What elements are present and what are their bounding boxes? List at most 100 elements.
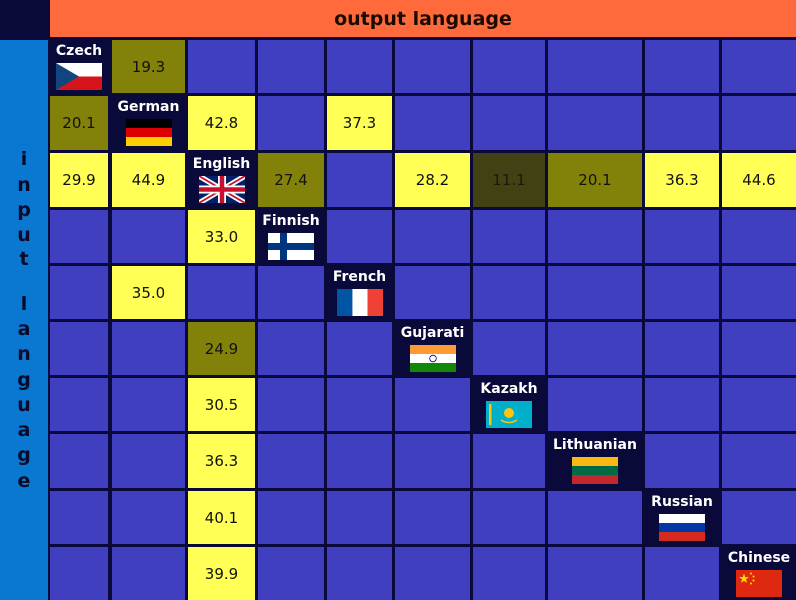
language-name: English: [192, 156, 251, 172]
empty-cell: [645, 40, 719, 93]
empty-cell: [258, 491, 324, 544]
score-cell: 29.9: [50, 153, 108, 207]
empty-cell: [722, 40, 796, 93]
axis-letter: i: [20, 148, 28, 170]
language-label-cell: Kazakh: [473, 378, 545, 431]
language-label-cell: Gujarati: [395, 322, 470, 375]
empty-cell: [722, 266, 796, 319]
empty-cell: [645, 210, 719, 263]
empty-cell: [188, 266, 255, 319]
empty-cell: [548, 96, 642, 150]
empty-cell: [327, 322, 392, 375]
score-label: 35.0: [131, 283, 166, 302]
score-label: 20.1: [578, 171, 612, 189]
axis-letter: t: [19, 248, 29, 270]
score-label: 24.9: [204, 339, 239, 358]
score-label: 29.9: [62, 171, 96, 189]
empty-cell: [548, 40, 642, 93]
empty-cell: [722, 378, 796, 431]
score-cell: 39.9: [188, 547, 255, 600]
empty-cell: [258, 96, 324, 150]
language-name: Finnish: [262, 213, 320, 229]
empty-cell: [258, 434, 324, 488]
empty-cell: [50, 547, 108, 600]
score-label: 27.4: [274, 171, 308, 189]
empty-cell: [473, 491, 545, 544]
output-language-header: output language: [50, 0, 796, 38]
empty-cell: [548, 266, 642, 319]
score-cell: 36.3: [188, 434, 255, 488]
empty-cell: [473, 210, 545, 263]
empty-cell: [327, 40, 392, 93]
axis-letter: l: [20, 293, 28, 315]
score-label: 39.9: [204, 564, 239, 583]
score-label: 37.3: [342, 114, 377, 132]
axis-letter: a: [17, 318, 31, 340]
empty-cell: [327, 210, 392, 263]
language-label-cell: Czech: [50, 40, 108, 93]
language-name: Kazakh: [480, 381, 538, 397]
kazakh-flag-icon: [486, 396, 532, 428]
axis-letter: n: [17, 343, 31, 365]
empty-cell: [258, 322, 324, 375]
score-label: 11.1: [492, 171, 526, 189]
axis-letter: n: [17, 174, 31, 196]
empty-cell: [50, 434, 108, 488]
language-name: French: [332, 269, 387, 285]
empty-cell: [112, 210, 185, 263]
score-label: 44.9: [131, 171, 166, 189]
empty-cell: [645, 266, 719, 319]
score-cell: 20.1: [50, 96, 108, 150]
score-label: 40.1: [204, 508, 239, 527]
corner-cell: [0, 0, 48, 38]
lithuanian-flag-icon: [572, 452, 618, 484]
empty-cell: [473, 266, 545, 319]
empty-cell: [112, 491, 185, 544]
empty-cell: [395, 266, 470, 319]
language-name: Russian: [651, 494, 713, 510]
empty-cell: [395, 547, 470, 600]
empty-cell: [722, 96, 796, 150]
empty-cell: [548, 547, 642, 600]
chinese-flag-icon: [736, 565, 782, 597]
language-label-cell: Russian: [645, 491, 719, 544]
score-cell: 42.8: [188, 96, 255, 150]
score-cell: 19.3: [112, 40, 185, 93]
empty-cell: [473, 40, 545, 93]
empty-cell: [548, 378, 642, 431]
empty-cell: [112, 378, 185, 431]
empty-cell: [548, 491, 642, 544]
empty-cell: [473, 96, 545, 150]
score-cell: 11.1: [473, 153, 545, 207]
score-cell: 44.6: [722, 153, 796, 207]
axis-letter: a: [17, 419, 31, 441]
german-flag-icon: [125, 114, 172, 146]
score-cell: 33.0: [188, 210, 255, 263]
empty-cell: [473, 322, 545, 375]
language-label-cell: Chinese: [722, 547, 796, 600]
language-name: Gujarati: [400, 325, 465, 341]
language-label-cell: Finnish: [258, 210, 324, 263]
empty-cell: [258, 266, 324, 319]
score-cell: 35.0: [112, 266, 185, 319]
score-cell: 37.3: [327, 96, 392, 150]
empty-cell: [548, 210, 642, 263]
axis-letter: u: [17, 394, 31, 416]
empty-cell: [722, 434, 796, 488]
empty-cell: [50, 378, 108, 431]
score-label: 36.3: [204, 452, 239, 470]
score-cell: 28.2: [395, 153, 470, 207]
axis-letter: e: [17, 470, 31, 492]
empty-cell: [327, 491, 392, 544]
empty-cell: [258, 547, 324, 600]
empty-cell: [327, 547, 392, 600]
finnish-flag-icon: [268, 228, 314, 260]
score-cell: 20.1: [548, 153, 642, 207]
czech-flag-icon: [56, 58, 102, 90]
empty-cell: [395, 210, 470, 263]
empty-cell: [258, 40, 324, 93]
score-cell: 27.4: [258, 153, 324, 207]
language-name: Lithuanian: [553, 437, 637, 453]
